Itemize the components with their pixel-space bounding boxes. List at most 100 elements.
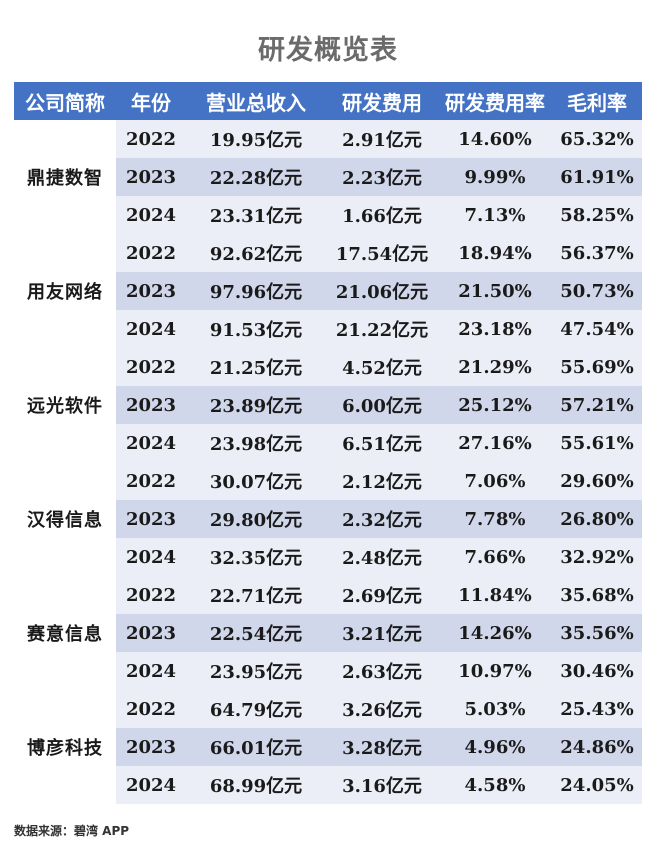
year-cell: 2023: [116, 158, 186, 196]
table-row: 2024 23.98亿元 6.51亿元 27.16% 55.61%: [14, 424, 642, 462]
gross-margin-cell: 57.21%: [552, 386, 642, 424]
revenue-cell: 91.53亿元: [186, 310, 326, 348]
gross-margin-cell: 29.60%: [552, 462, 642, 500]
table-row: 赛意信息 2022 22.71亿元 2.69亿元 11.84% 35.68%: [14, 576, 642, 690]
table-header-row: 公司简称 年份 营业总收入 研发费用 研发费用率 毛利率: [14, 82, 642, 120]
gross-margin-cell: 58.25%: [552, 196, 642, 234]
rd-expense-cell: 17.54亿元: [326, 234, 438, 272]
rd-rate-cell: 7.78%: [438, 500, 552, 538]
year-cell: 2024: [116, 652, 186, 690]
gross-margin-cell: 55.61%: [552, 424, 642, 462]
rd-expense-cell: 2.91亿元: [326, 120, 438, 158]
year-cell: 2023: [116, 728, 186, 766]
year-cell: 2022: [116, 348, 186, 386]
company-name-cell: 汉得信息: [14, 462, 116, 576]
rd-rate-cell: 7.66%: [438, 538, 552, 576]
table-row: 远光软件 2022 21.25亿元 4.52亿元 21.29% 55.69%: [14, 348, 642, 462]
rd-expense-cell: 2.12亿元: [326, 462, 438, 500]
company-name-cell: 赛意信息: [14, 576, 116, 690]
rd-expense-cell: 4.52亿元: [326, 348, 438, 386]
table-row: 2024 91.53亿元 21.22亿元 23.18% 47.54%: [14, 310, 642, 348]
revenue-cell: 32.35亿元: [186, 538, 326, 576]
rd-expense-cell: 3.21亿元: [326, 614, 438, 652]
year-cell: 2022: [116, 576, 186, 614]
rd-expense-cell: 3.28亿元: [326, 728, 438, 766]
year-cell: 2022: [116, 462, 186, 500]
table-row: 2023 23.89亿元 6.00亿元 25.12% 57.21%: [14, 386, 642, 424]
year-cell: 2024: [116, 424, 186, 462]
gross-margin-cell: 30.46%: [552, 652, 642, 690]
gross-margin-cell: 32.92%: [552, 538, 642, 576]
gross-margin-cell: 50.73%: [552, 272, 642, 310]
rd-rate-cell: 7.13%: [438, 196, 552, 234]
rd-expense-cell: 3.26亿元: [326, 690, 438, 728]
table-row: 2023 22.28亿元 2.23亿元 9.99% 61.91%: [14, 158, 642, 196]
gross-margin-cell: 47.54%: [552, 310, 642, 348]
table-row: 2024 32.35亿元 2.48亿元 7.66% 32.92%: [14, 538, 642, 576]
table-row: 2024 23.31亿元 1.66亿元 7.13% 58.25%: [14, 196, 642, 234]
gross-margin-cell: 55.69%: [552, 348, 642, 386]
table-row: 鼎捷数智 2022 19.95亿元 2.91亿元 14.60% 65.32%: [14, 120, 642, 234]
rd-expense-cell: 2.32亿元: [326, 500, 438, 538]
gross-margin-cell: 26.80%: [552, 500, 642, 538]
rd-rate-cell: 23.18%: [438, 310, 552, 348]
revenue-cell: 97.96亿元: [186, 272, 326, 310]
rd-rate-cell: 18.94%: [438, 234, 552, 272]
rd-expense-cell: 21.06亿元: [326, 272, 438, 310]
rd-rate-cell: 7.06%: [438, 462, 552, 500]
rd-rate-cell: 4.96%: [438, 728, 552, 766]
year-cell: 2022: [116, 234, 186, 272]
revenue-cell: 30.07亿元: [186, 462, 326, 500]
rd-rate-cell: 21.29%: [438, 348, 552, 386]
table-row: 2023 66.01亿元 3.28亿元 4.96% 24.86%: [14, 728, 642, 766]
rd-expense-cell: 1.66亿元: [326, 196, 438, 234]
rd-rate-cell: 4.58%: [438, 766, 552, 804]
revenue-cell: 23.31亿元: [186, 196, 326, 234]
rd-expense-cell: 2.48亿元: [326, 538, 438, 576]
revenue-cell: 22.71亿元: [186, 576, 326, 614]
table-body: 鼎捷数智 2022 19.95亿元 2.91亿元 14.60% 65.32% 2023 22.…: [14, 120, 642, 804]
company-name-cell: 鼎捷数智: [14, 120, 116, 234]
gross-margin-cell: 35.68%: [552, 576, 642, 614]
rd-expense-cell: 3.16亿元: [326, 766, 438, 804]
revenue-cell: 21.25亿元: [186, 348, 326, 386]
revenue-cell: 92.62亿元: [186, 234, 326, 272]
revenue-cell: 29.80亿元: [186, 500, 326, 538]
rd-rate-cell: 25.12%: [438, 386, 552, 424]
table-row: 2023 22.54亿元 3.21亿元 14.26% 35.56%: [14, 614, 642, 652]
rd-expense-cell: 21.22亿元: [326, 310, 438, 348]
rd-expense-cell: 6.00亿元: [326, 386, 438, 424]
rd-rate-cell: 21.50%: [438, 272, 552, 310]
revenue-cell: 64.79亿元: [186, 690, 326, 728]
rd-rate-cell: 10.97%: [438, 652, 552, 690]
rd-expense-cell: 2.69亿元: [326, 576, 438, 614]
year-cell: 2024: [116, 310, 186, 348]
table-row: 2023 29.80亿元 2.32亿元 7.78% 26.80%: [14, 500, 642, 538]
table-row: 用友网络 2022 92.62亿元 17.54亿元 18.94% 56.37%: [14, 234, 642, 348]
year-cell: 2023: [116, 272, 186, 310]
rd-rate-cell: 5.03%: [438, 690, 552, 728]
year-cell: 2024: [116, 196, 186, 234]
company-name-cell: 远光软件: [14, 348, 116, 462]
data-source-note: 数据来源：碧湾 APP: [14, 824, 130, 838]
company-name-cell: 博彦科技: [14, 690, 116, 804]
year-cell: 2022: [116, 120, 186, 158]
gross-margin-cell: 24.05%: [552, 766, 642, 804]
rd-expense-cell: 2.63亿元: [326, 652, 438, 690]
header-rd-expense: 研发费用: [326, 82, 438, 120]
year-cell: 2023: [116, 386, 186, 424]
table-row: 汉得信息 2022 30.07亿元 2.12亿元 7.06% 29.60%: [14, 462, 642, 576]
revenue-cell: 22.54亿元: [186, 614, 326, 652]
gross-margin-cell: 35.56%: [552, 614, 642, 652]
gross-margin-cell: 25.43%: [552, 690, 642, 728]
rd-rate-cell: 11.84%: [438, 576, 552, 614]
revenue-cell: 66.01亿元: [186, 728, 326, 766]
rd-expense-cell: 6.51亿元: [326, 424, 438, 462]
year-cell: 2024: [116, 538, 186, 576]
revenue-cell: 68.99亿元: [186, 766, 326, 804]
revenue-cell: 23.89亿元: [186, 386, 326, 424]
rd-rate-cell: 9.99%: [438, 158, 552, 196]
revenue-cell: 19.95亿元: [186, 120, 326, 158]
header-year: 年份: [116, 82, 186, 120]
table-row: 2024 68.99亿元 3.16亿元 4.58% 24.05%: [14, 766, 642, 804]
